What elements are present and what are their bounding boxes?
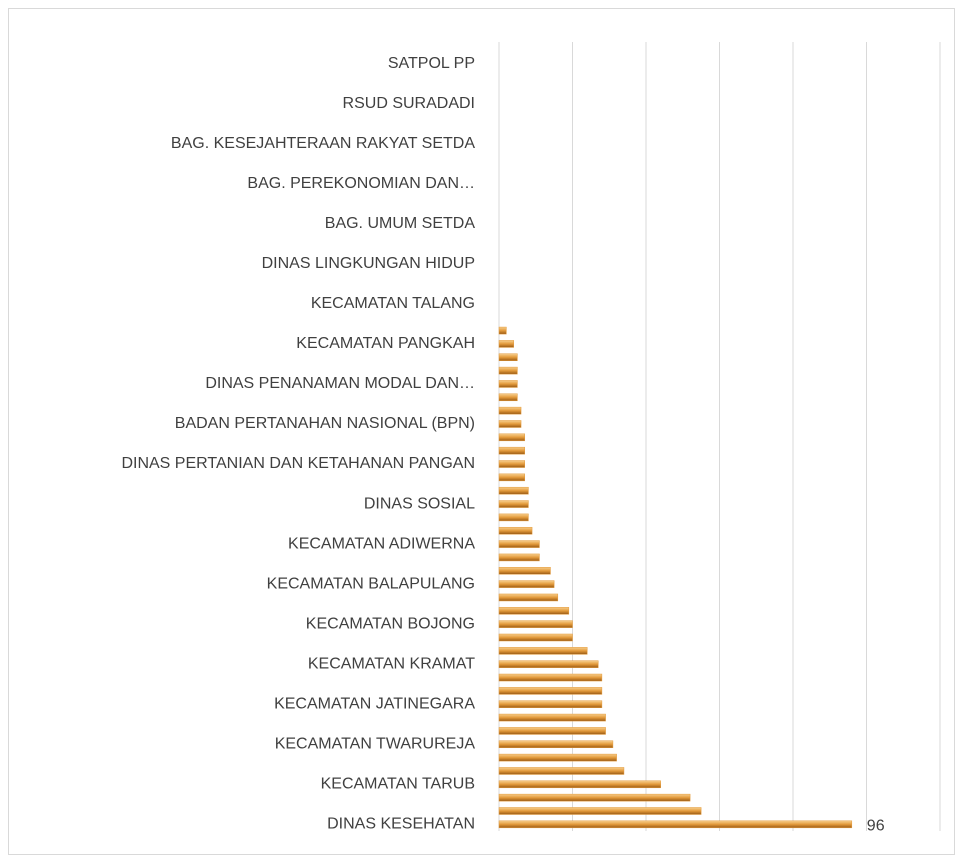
bar xyxy=(498,700,603,708)
bar xyxy=(498,673,603,682)
bar xyxy=(498,687,603,695)
y-tick-label: BAG. UMUM SETDA xyxy=(325,215,476,232)
bar xyxy=(498,713,606,722)
bar xyxy=(498,807,702,815)
bar xyxy=(498,753,617,762)
bar xyxy=(498,567,551,575)
bar xyxy=(498,446,525,455)
bar xyxy=(498,473,525,482)
bar xyxy=(498,380,518,388)
y-tick-label: DINAS SOSIAL xyxy=(364,495,475,512)
bar xyxy=(498,486,529,495)
bar xyxy=(498,767,625,775)
bar xyxy=(498,727,606,735)
bar xyxy=(498,633,573,642)
bar xyxy=(498,406,522,415)
y-tick-label: BAG. PEREKONOMIAN DAN… xyxy=(247,175,475,192)
y-tick-label: BAG. KESEJAHTERAAN RAKYAT SETDA xyxy=(171,135,475,152)
bar xyxy=(498,820,853,829)
bar xyxy=(498,433,525,442)
y-tick-label: KECAMATAN JATINEGARA xyxy=(274,695,475,712)
y-tick-label: KECAMATAN TWARUREJA xyxy=(275,735,476,752)
bar xyxy=(498,366,518,375)
bar xyxy=(498,553,540,562)
bar xyxy=(498,647,588,655)
y-tick-label: DINAS LINGKUNGAN HIDUP xyxy=(262,255,475,272)
bar xyxy=(498,740,614,749)
bar xyxy=(498,513,529,522)
y-tick-label: DINAS PERTANIAN DAN KETAHANAN PANGAN xyxy=(121,455,475,472)
y-tick-label: BADAN PERTANAHAN NASIONAL (BPN) xyxy=(175,415,475,432)
bar xyxy=(498,607,570,615)
bar xyxy=(498,460,525,468)
bar xyxy=(498,620,573,628)
y-tick-label: KECAMATAN TALANG xyxy=(311,295,475,312)
y-tick-label: KECAMATAN PANGKAH xyxy=(296,335,475,352)
data-label: 96 xyxy=(867,818,885,835)
bar xyxy=(498,793,691,802)
bar xyxy=(498,526,533,535)
y-tick-label: KECAMATAN BOJONG xyxy=(306,615,475,632)
bar xyxy=(498,500,529,508)
bar xyxy=(498,393,518,402)
y-tick-label: KECAMATAN BALAPULANG xyxy=(267,575,475,592)
bar xyxy=(498,420,522,428)
bar xyxy=(498,326,507,335)
bar xyxy=(498,593,559,602)
y-tick-label: KECAMATAN KRAMAT xyxy=(308,655,475,672)
y-tick-label: DINAS KESEHATAN xyxy=(327,816,475,833)
bar xyxy=(498,780,661,789)
chart-frame xyxy=(8,8,955,855)
y-tick-label: RSUD SURADADI xyxy=(343,95,475,112)
y-tick-label: SATPOL PP xyxy=(388,55,475,72)
bar xyxy=(498,660,599,668)
y-tick-label: KECAMATAN ADIWERNA xyxy=(288,535,475,552)
bar xyxy=(498,353,518,362)
bar xyxy=(498,580,555,588)
bar xyxy=(498,540,540,548)
y-tick-label: KECAMATAN TARUB xyxy=(321,776,475,793)
y-tick-label: DINAS PENANAMAN MODAL DAN… xyxy=(205,375,475,392)
bar xyxy=(498,340,514,348)
